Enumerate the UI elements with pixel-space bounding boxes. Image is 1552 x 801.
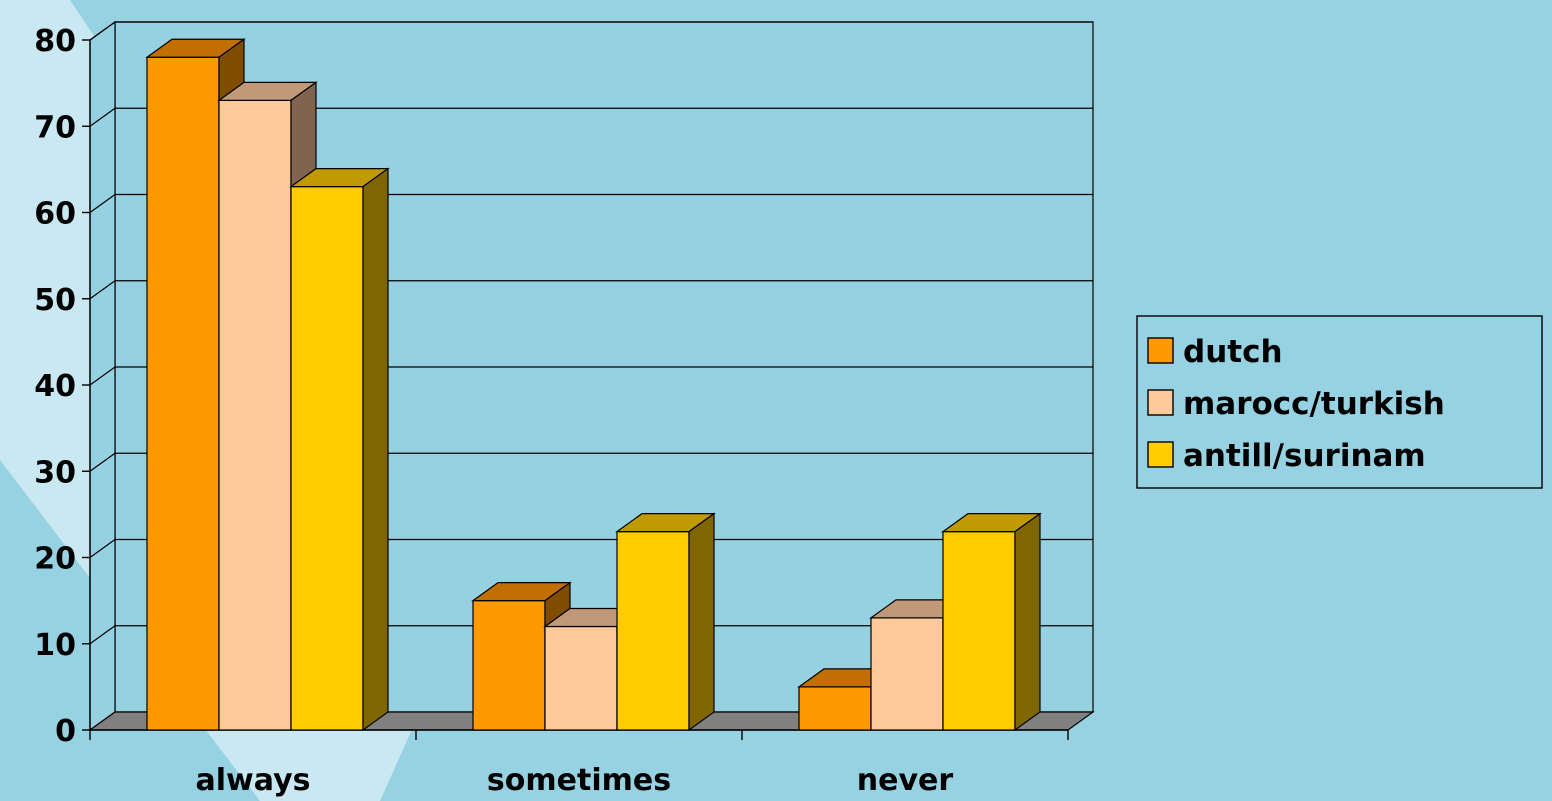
x-category-label: never [857,763,954,798]
legend-label: marocc/turkish [1183,386,1445,422]
bar [942,531,1016,731]
x-category-label: always [196,763,311,798]
bar [472,600,546,731]
y-tick-label: 80 [34,24,76,59]
y-tick-label: 30 [34,455,76,490]
bar-side [688,512,715,732]
y-tick-label: 20 [34,542,76,577]
gridline-depth [89,452,116,472]
gridline-depth [89,194,116,213]
legend-swatch [1147,441,1174,468]
gridline-depth [89,366,116,386]
legend-swatch [1147,389,1174,416]
legend-label: dutch [1183,334,1283,370]
bar [616,531,690,731]
legend-label: antill/surinam [1183,438,1426,474]
bar [870,617,944,731]
bar-side [362,167,389,732]
gridline-depth [89,21,116,41]
gridline-depth [89,107,116,127]
y-tick-label: 60 [34,197,76,232]
gridline-depth [89,280,116,300]
bar [798,686,872,731]
legend-box [1136,315,1543,489]
y-tick-label: 50 [34,283,76,318]
y-tick-label: 40 [34,369,76,404]
bar [146,56,220,731]
legend-swatch [1147,337,1174,364]
y-tick-label: 0 [55,714,76,749]
y-tick-label: 70 [34,110,76,145]
bar [544,625,618,731]
bar-side [1014,512,1041,732]
y-tick-label: 10 [34,628,76,663]
gridline-depth [89,539,116,558]
gridline-depth [89,625,116,645]
bar [218,99,292,731]
bar [290,186,364,731]
x-category-label: sometimes [487,763,671,798]
plot-area: 0 10 20 30 40 50 60 70 80 always sometimes never [34,20,1095,798]
legend: dutch marocc/turkish antill/surinam [1136,315,1543,489]
